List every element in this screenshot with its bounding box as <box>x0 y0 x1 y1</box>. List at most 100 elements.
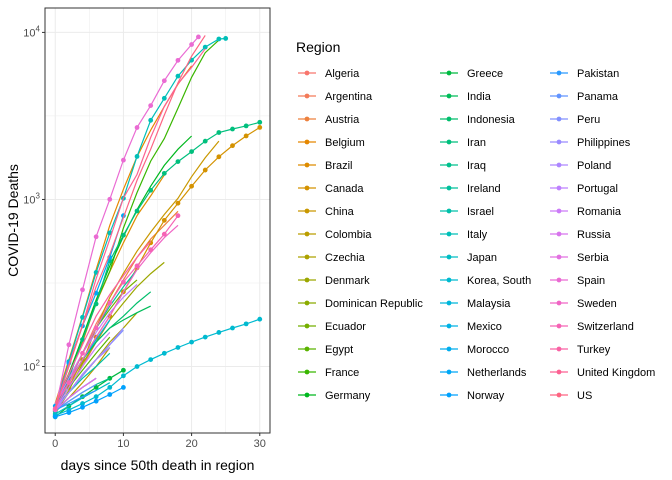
legend-key-point <box>304 254 310 260</box>
legend-key-point <box>304 300 310 306</box>
legend-item-egypt: Egypt <box>298 344 353 356</box>
series-line-italy <box>54 37 226 415</box>
x-tick-label: 20 <box>185 438 197 450</box>
legend-item-argentina: Argentina <box>298 91 373 103</box>
series-korea-south <box>52 316 263 418</box>
legend-item-philippines: Philippines <box>550 137 631 149</box>
legend-label: Ireland <box>467 183 501 195</box>
legend-label: Algeria <box>325 68 360 80</box>
legend-item-germany: Germany <box>298 390 371 402</box>
series-line-portugal <box>54 283 138 404</box>
legend-label: Colombia <box>325 229 372 241</box>
legend-label: Philippines <box>577 137 631 149</box>
legend-key-point <box>304 93 310 99</box>
data-point <box>134 208 140 214</box>
legend-key-point <box>446 185 452 191</box>
legend-label: France <box>325 367 359 379</box>
legend-key-point <box>446 369 452 375</box>
data-point <box>148 240 154 246</box>
legend-label: Mexico <box>467 321 502 333</box>
legend-key-point <box>304 369 310 375</box>
legend-item-spain: Spain <box>550 275 605 287</box>
x-tick-label: 0 <box>52 438 58 450</box>
data-point <box>196 34 201 40</box>
data-point <box>121 157 126 163</box>
data-point <box>189 42 194 47</box>
legend-label: Netherlands <box>467 367 527 379</box>
data-point <box>93 384 99 390</box>
data-point <box>189 149 194 155</box>
legend-label: Ecuador <box>325 321 366 333</box>
legend-label: Romania <box>577 206 622 218</box>
legend-label: Greece <box>467 68 503 80</box>
data-point <box>189 339 194 345</box>
data-point <box>93 398 99 404</box>
data-point <box>175 159 181 165</box>
data-point <box>230 325 235 331</box>
series-turkey <box>54 241 152 404</box>
data-point <box>107 196 113 202</box>
data-point <box>148 247 154 253</box>
data-point <box>80 287 85 293</box>
data-point <box>148 103 154 108</box>
legend-key-point <box>556 231 562 237</box>
series-line-spain <box>54 36 199 411</box>
legend-label: China <box>325 206 355 218</box>
data-point <box>175 200 181 206</box>
legend-label: Denmark <box>325 275 370 287</box>
legend-label: Sweden <box>577 298 617 310</box>
legend-key-point <box>446 139 452 145</box>
legend-item-switzerland: Switzerland <box>550 321 634 333</box>
data-point <box>93 325 99 331</box>
data-point <box>202 44 208 50</box>
legend-key-point <box>304 162 310 168</box>
y-tick-label: 104 <box>23 24 40 39</box>
legend-label: Indonesia <box>467 114 516 126</box>
data-point <box>80 401 85 406</box>
legend-key-point <box>446 231 452 237</box>
legend-item-israel: Israel <box>440 206 494 218</box>
legend-item-france: France <box>298 367 359 379</box>
legend-label: Canada <box>325 183 364 195</box>
legend-label: Norway <box>467 390 505 402</box>
legend-label: Japan <box>467 252 497 264</box>
series-line-china <box>54 140 220 409</box>
legend-item-denmark: Denmark <box>298 275 370 287</box>
legend-key-point <box>446 208 452 214</box>
legend-key-point <box>556 116 562 122</box>
legend-label: Belgium <box>325 137 365 149</box>
legend-label: Panama <box>577 91 619 103</box>
series-line-sweden <box>54 224 179 404</box>
legend-item-norway: Norway <box>440 390 505 402</box>
legend-key-point <box>556 93 562 99</box>
data-point <box>216 154 222 160</box>
legend-label: United Kingdom <box>577 367 655 379</box>
legend-item-russia: Russia <box>550 229 612 241</box>
data-point <box>93 234 99 240</box>
legend-label: Malaysia <box>467 298 511 310</box>
legend-key-point <box>304 323 310 329</box>
legend-key-point <box>556 185 562 191</box>
series-japan <box>54 382 111 415</box>
legend-item-ecuador: Ecuador <box>298 321 366 333</box>
grid <box>45 8 270 433</box>
data-point <box>161 95 167 101</box>
legend-label: Turkey <box>577 344 611 356</box>
legend-item-canada: Canada <box>298 183 364 195</box>
data-point <box>134 125 140 130</box>
legend-title: Region <box>296 39 340 55</box>
panel-border <box>44 7 271 434</box>
data-point <box>121 367 126 373</box>
legend-key-point <box>446 116 452 122</box>
legend-item-czechia: Czechia <box>298 252 366 264</box>
data-point <box>257 316 263 322</box>
legend-key-point <box>446 162 452 168</box>
data-point <box>223 36 229 41</box>
legend-label: Israel <box>467 206 494 218</box>
legend-item-turkey: Turkey <box>550 344 611 356</box>
legend-key-point <box>556 369 562 375</box>
legend-item-malaysia: Malaysia <box>440 298 511 310</box>
series-line-serbia <box>54 377 97 411</box>
